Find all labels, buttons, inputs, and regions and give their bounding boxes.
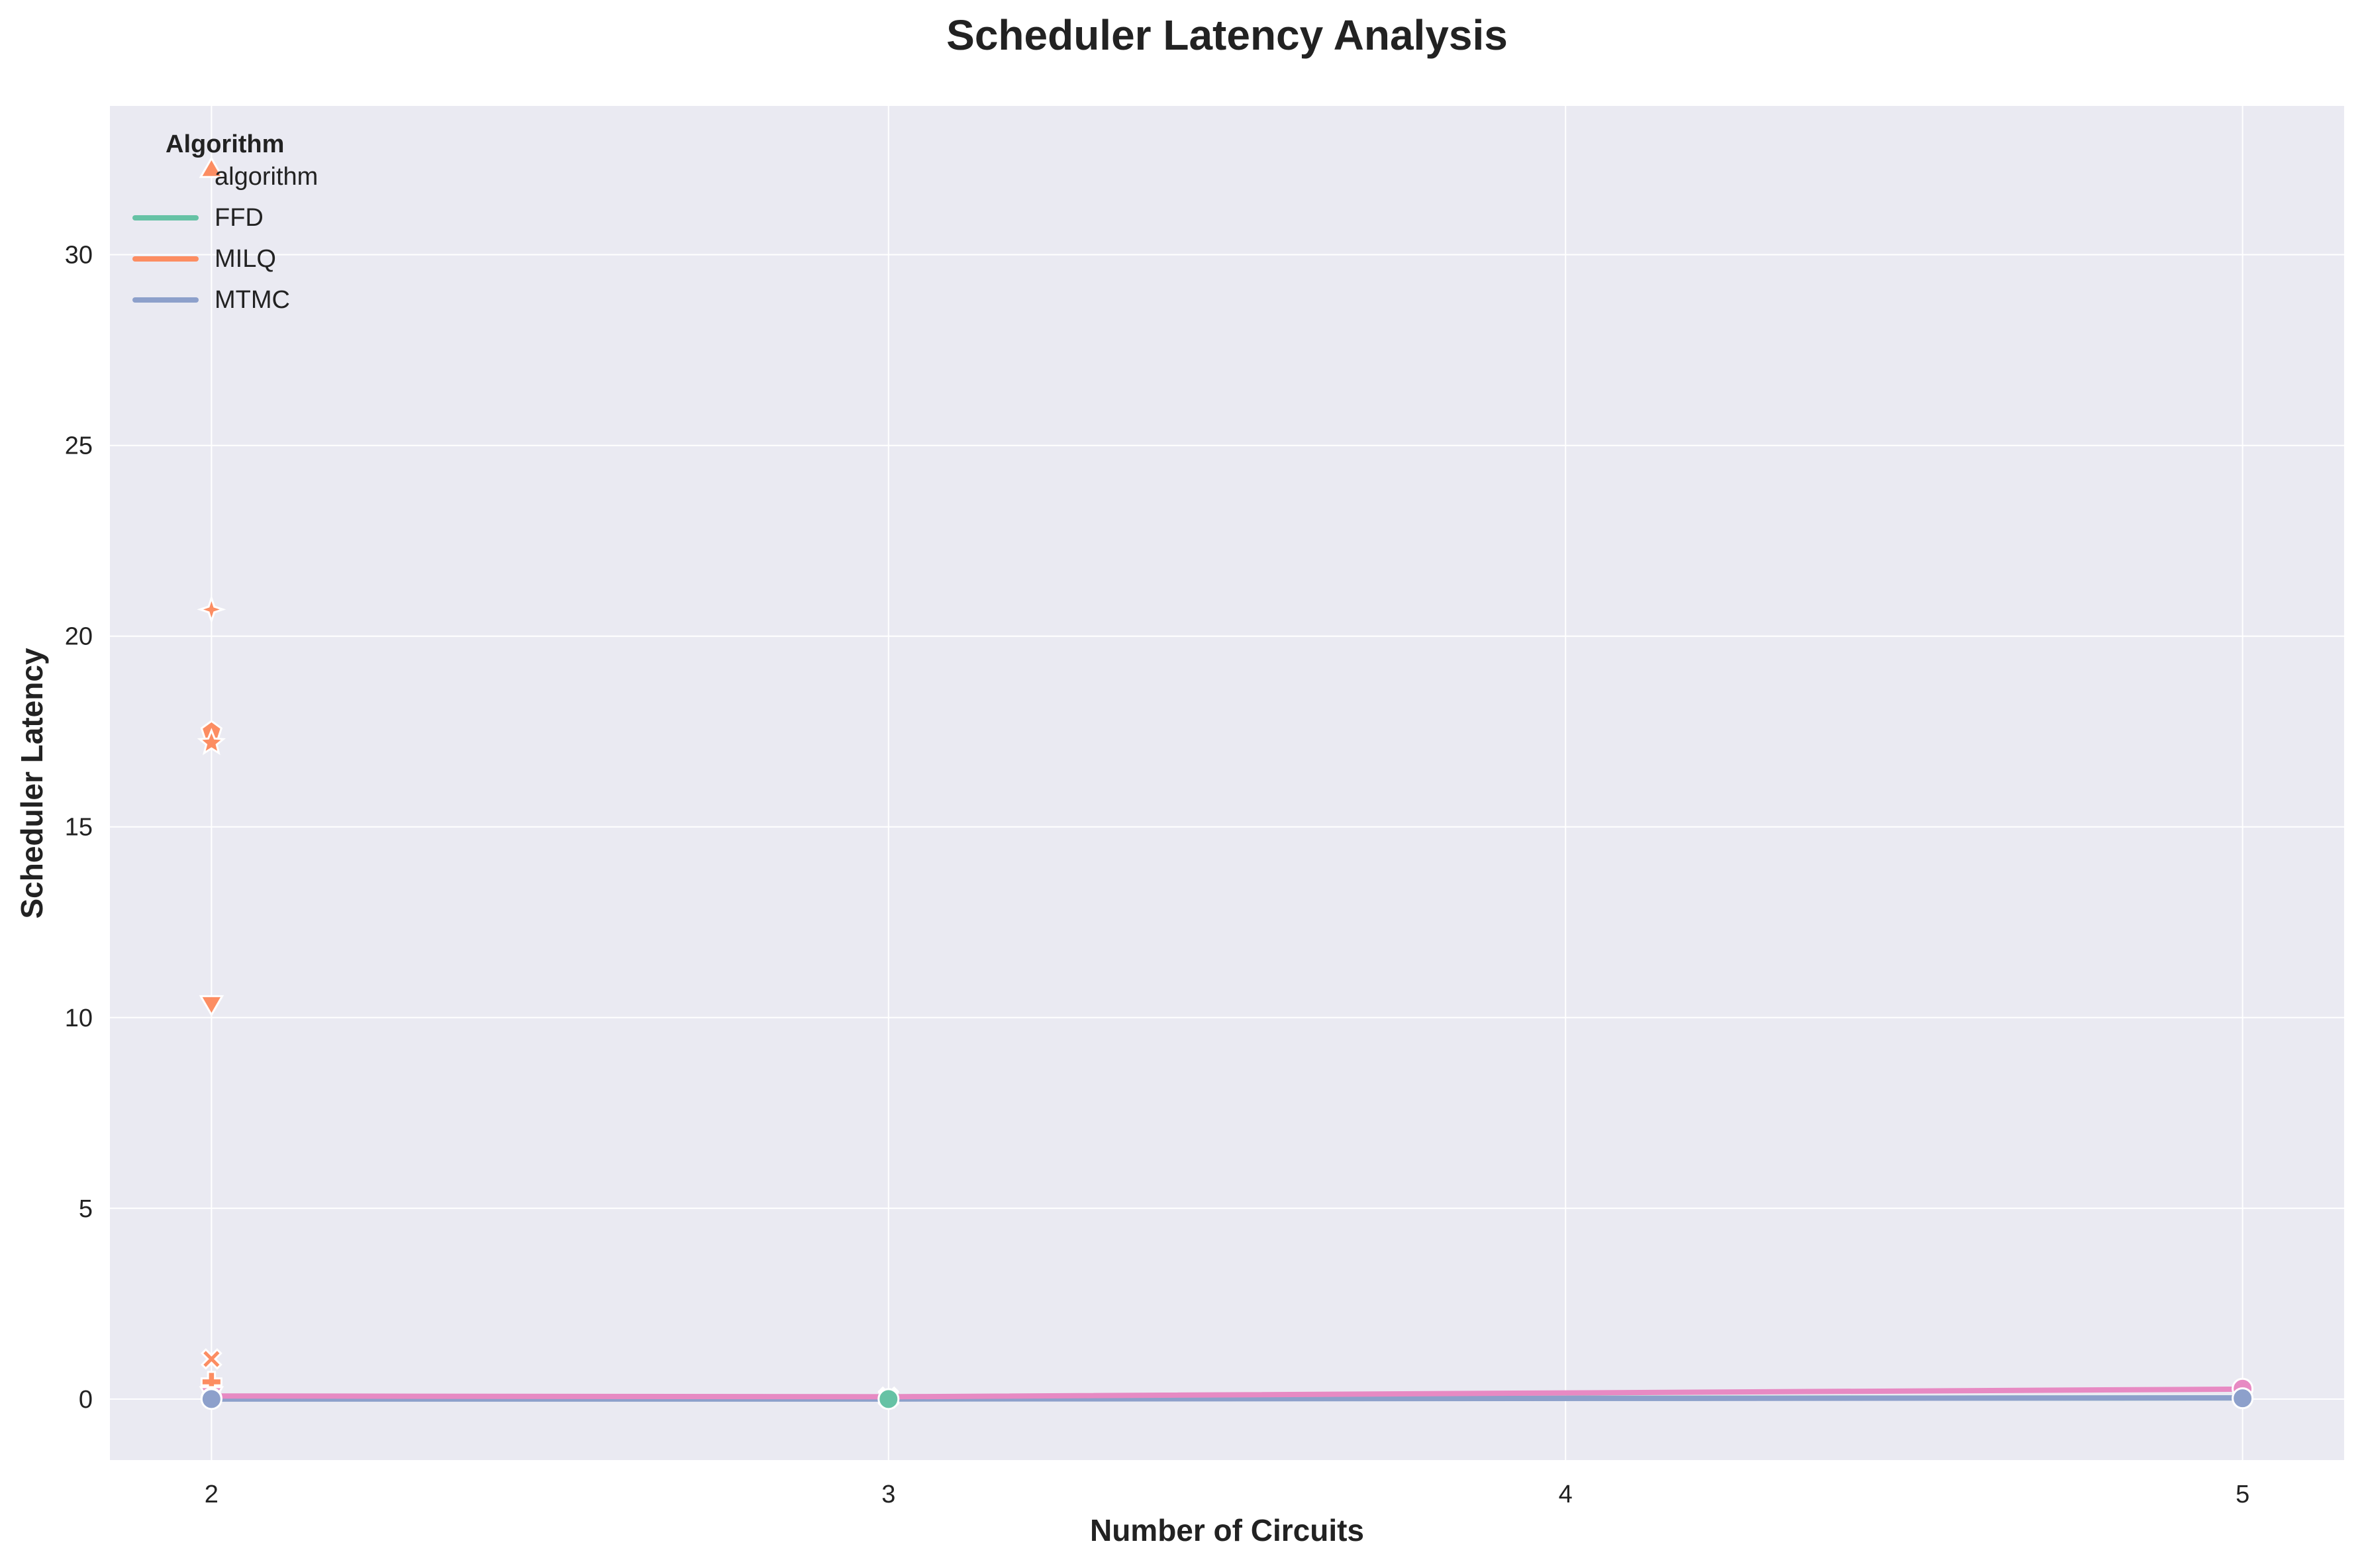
- data-point-circle: [877, 1388, 900, 1410]
- point-layer: [197, 156, 2254, 1410]
- legend-label: FFD: [215, 204, 264, 232]
- legend-label: MTMC: [215, 286, 290, 314]
- plot-background: [110, 106, 2344, 1460]
- legend: Algorithm algorithm FFD MILQ MTMC: [132, 130, 318, 314]
- data-point-star4: [197, 595, 226, 624]
- y-tick-label: 15: [65, 814, 93, 842]
- data-point-circle: [2232, 1387, 2254, 1410]
- tick-layer: 2 3 4 5 0 5 10 15 20 25 30: [65, 242, 2249, 1508]
- y-tick-label: 5: [79, 1195, 93, 1223]
- legend-label: MILQ: [215, 245, 276, 273]
- legend-entries: algorithm FFD MILQ MTMC: [132, 163, 318, 314]
- data-point-triangle-up: [199, 156, 224, 178]
- data-point-x: [200, 1348, 222, 1370]
- x-tick-label: 2: [205, 1481, 219, 1508]
- y-tick-label: 25: [65, 432, 93, 460]
- x-tick-label: 5: [2236, 1481, 2249, 1508]
- legend-title: Algorithm: [166, 130, 284, 158]
- x-tick-label: 3: [881, 1481, 895, 1508]
- x-tick-label: 4: [1559, 1481, 1573, 1508]
- y-axis-label: Scheduler Latency: [15, 648, 49, 918]
- data-point-triangle-down: [199, 995, 224, 1017]
- y-tick-label: 0: [79, 1386, 93, 1414]
- y-tick-label: 30: [65, 242, 93, 270]
- y-tick-label: 20: [65, 623, 93, 651]
- chart-title: Scheduler Latency Analysis: [946, 11, 1508, 59]
- legend-label: algorithm: [215, 163, 318, 191]
- data-point-star: [197, 728, 226, 756]
- y-tick-label: 10: [65, 1004, 93, 1032]
- x-axis-label: Number of Circuits: [1090, 1513, 1364, 1547]
- data-point-circle: [200, 1388, 222, 1410]
